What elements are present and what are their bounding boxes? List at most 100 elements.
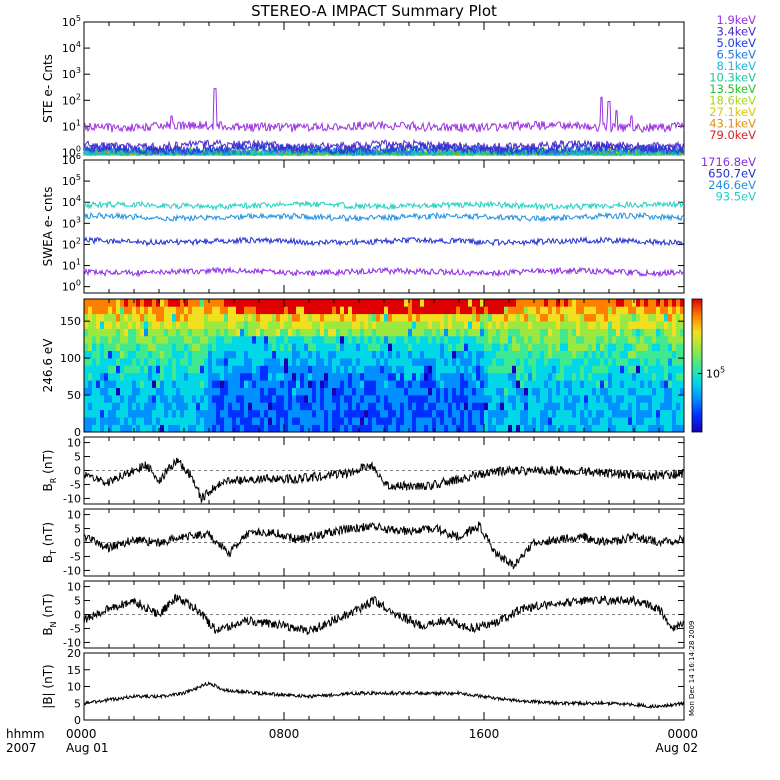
- pad-cell: [404, 395, 409, 403]
- pad-cell: [632, 387, 637, 396]
- pad-cell: [616, 402, 621, 411]
- pad-cell: [172, 335, 177, 344]
- pad-cell: [372, 335, 377, 344]
- pad-cell: [196, 358, 201, 366]
- pad-cell: [564, 299, 569, 307]
- ste-ytick-label: 105: [62, 14, 81, 29]
- pad-cell: [352, 424, 357, 433]
- pad-cell: [124, 424, 129, 433]
- pad-cell: [88, 365, 93, 374]
- pad-cell: [184, 321, 189, 329]
- pad-cell: [200, 402, 205, 411]
- pad-cell: [600, 417, 605, 425]
- pad-cell: [600, 299, 605, 307]
- pad-cell: [120, 380, 125, 388]
- pad-cell: [200, 409, 205, 418]
- pad-cell: [520, 387, 525, 396]
- pad-cell: [640, 402, 645, 411]
- pad-cell: [544, 409, 549, 418]
- pad-cell: [576, 328, 581, 337]
- pad-cell: [448, 380, 453, 388]
- pad-cell: [128, 358, 133, 366]
- pad-cell: [244, 358, 249, 366]
- pad-cell: [400, 335, 405, 344]
- pad-cell: [488, 358, 493, 366]
- pad-ylabel: 246.6 eV: [41, 338, 55, 393]
- pad-cell: [524, 380, 529, 388]
- pad-cell: [664, 343, 669, 352]
- pad-cell: [264, 372, 269, 381]
- pad-cell: [568, 358, 573, 366]
- pad-cell: [112, 306, 117, 315]
- pad-cell: [528, 380, 533, 388]
- pad-cell: [468, 321, 473, 329]
- pad-cell: [432, 395, 437, 403]
- pad-cell: [652, 395, 657, 403]
- pad-cell: [420, 350, 425, 359]
- pad-cell: [524, 299, 529, 307]
- pad-cell: [200, 380, 205, 388]
- pad-cell: [252, 395, 257, 403]
- pad-cell: [416, 343, 421, 352]
- pad-cell: [404, 365, 409, 374]
- pad-cell: [560, 328, 565, 337]
- pad-cell: [116, 402, 121, 411]
- pad-cell: [208, 402, 213, 411]
- pad-cell: [472, 417, 477, 425]
- pad-cell: [124, 409, 129, 418]
- pad-cell: [652, 380, 657, 388]
- pad-cell: [188, 380, 193, 388]
- pad-cell: [296, 372, 301, 381]
- pad-cell: [380, 335, 385, 344]
- pad-cell: [104, 328, 109, 337]
- pad-cell: [348, 343, 353, 352]
- pad-cell: [116, 299, 121, 307]
- pad-cell: [240, 417, 245, 425]
- pad-cell: [680, 409, 685, 418]
- pad-cell: [208, 409, 213, 418]
- pad-cell: [96, 365, 101, 374]
- pad-cell: [180, 358, 185, 366]
- pad-cell: [644, 395, 649, 403]
- pad-cell: [488, 387, 493, 396]
- pad-cell: [328, 306, 333, 315]
- pad-cell: [124, 358, 129, 366]
- pad-cell: [596, 380, 601, 388]
- pad-cell: [200, 395, 205, 403]
- pad-cell: [484, 335, 489, 344]
- pad-cell: [280, 321, 285, 329]
- pad-cell: [92, 350, 97, 359]
- pad-cell: [88, 306, 93, 315]
- pad-cell: [152, 321, 157, 329]
- pad-cell: [248, 328, 253, 337]
- pad-cell: [548, 395, 553, 403]
- pad-cell: [220, 387, 225, 396]
- pad-cell: [552, 313, 557, 322]
- pad-cell: [244, 299, 249, 307]
- pad-cell: [252, 313, 257, 322]
- pad-cell: [584, 306, 589, 315]
- pad-cell: [480, 365, 485, 374]
- pad-cell: [336, 299, 341, 307]
- pad-cell: [596, 299, 601, 307]
- pad-cell: [376, 343, 381, 352]
- pad-cell: [460, 299, 465, 307]
- pad-cell: [316, 306, 321, 315]
- bt-ytick-label: 0: [74, 537, 81, 550]
- pad-cell: [500, 299, 505, 307]
- pad-cell: [292, 328, 297, 337]
- pad-cell: [164, 335, 169, 344]
- pad-cell: [276, 358, 281, 366]
- pad-cell: [468, 358, 473, 366]
- pad-cell: [640, 306, 645, 315]
- pad-cell: [392, 343, 397, 352]
- year-label: 2007: [6, 741, 37, 755]
- pad-cell: [612, 387, 617, 396]
- pad-cell: [252, 358, 257, 366]
- pad-cell: [308, 358, 313, 366]
- plot-title: STEREO-A IMPACT Summary Plot: [251, 2, 497, 20]
- pad-cell: [160, 321, 165, 329]
- pad-cell: [84, 365, 89, 374]
- pad-cell: [456, 417, 461, 425]
- pad-cell: [472, 321, 477, 329]
